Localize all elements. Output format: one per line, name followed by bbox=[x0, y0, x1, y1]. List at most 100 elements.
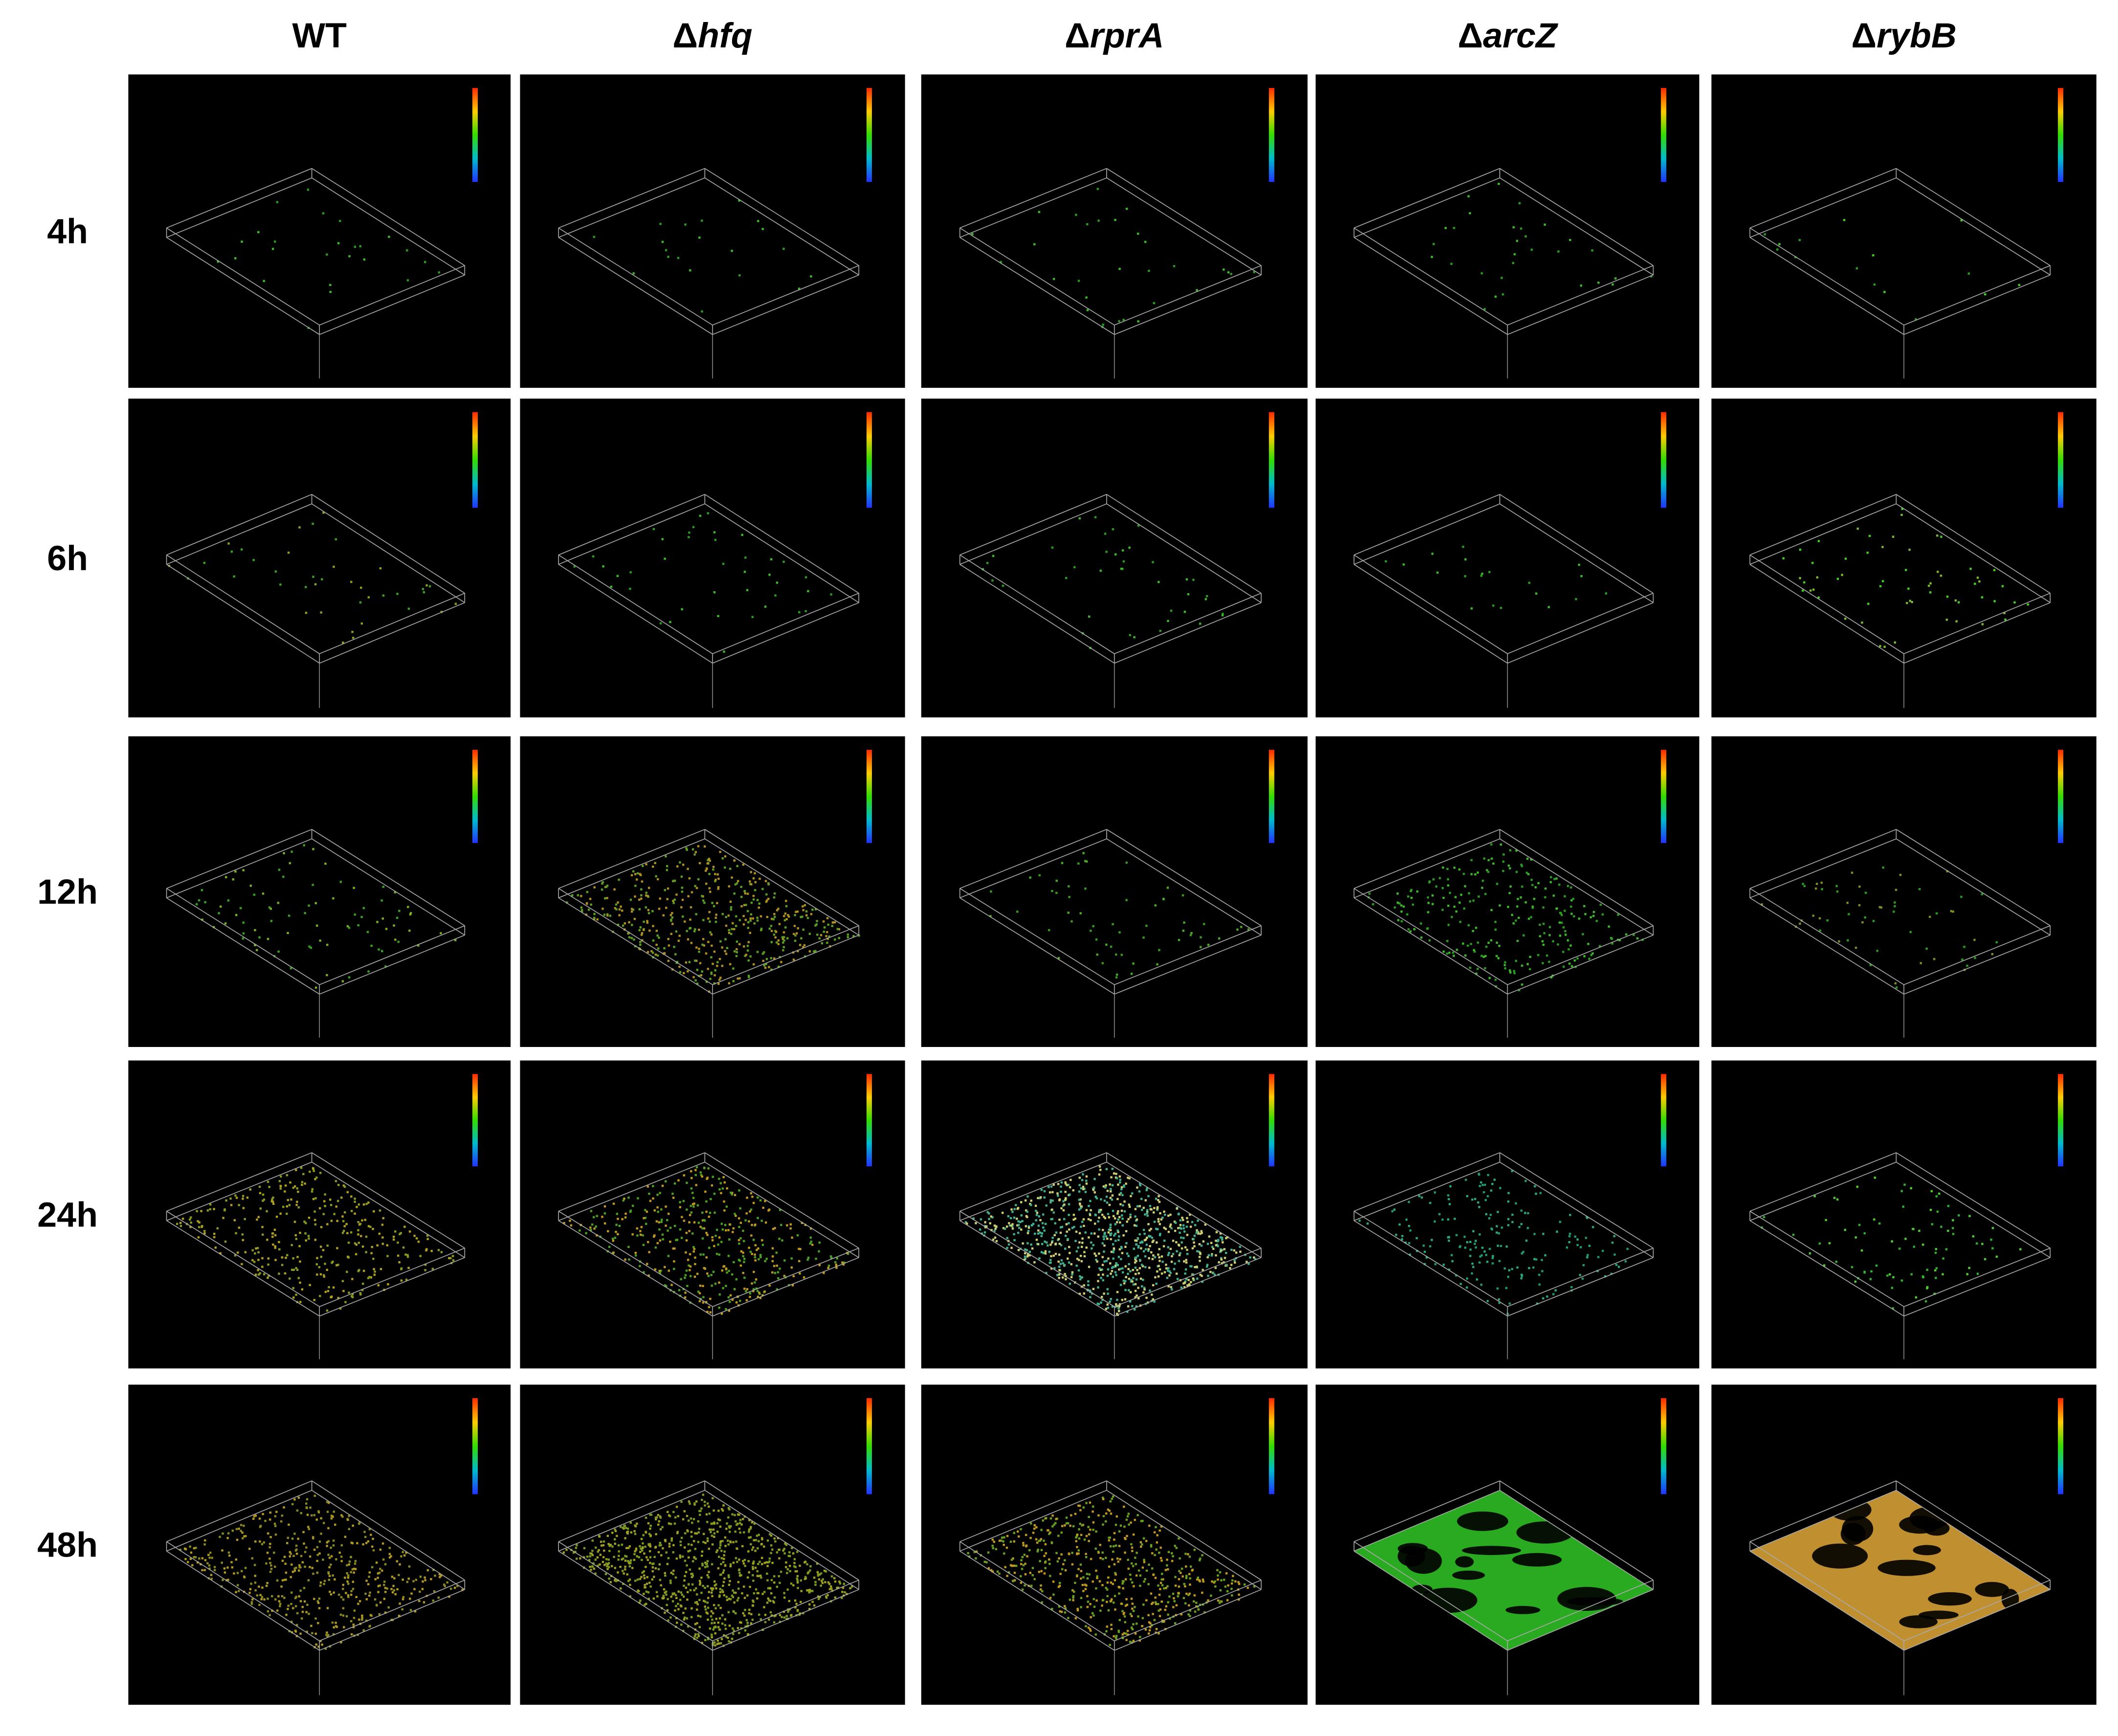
cell-cluster bbox=[626, 1531, 628, 1534]
cell-cluster bbox=[696, 969, 698, 971]
cell-cluster bbox=[712, 1528, 715, 1531]
cell-cluster bbox=[748, 1220, 750, 1223]
cell-cluster bbox=[1537, 954, 1539, 957]
cell-cluster bbox=[777, 1277, 780, 1280]
cell-cluster bbox=[1119, 1179, 1121, 1181]
cell-cluster bbox=[1412, 903, 1414, 906]
cell-cluster bbox=[1230, 1248, 1233, 1251]
box-edge bbox=[1896, 1161, 2051, 1258]
cell-cluster bbox=[708, 1246, 711, 1249]
cell-cluster bbox=[1398, 902, 1401, 905]
cell-cluster bbox=[1173, 1268, 1176, 1270]
cell-cluster bbox=[598, 1536, 601, 1538]
cell-cluster bbox=[218, 912, 220, 914]
cell-cluster bbox=[1123, 1185, 1125, 1188]
cell-cluster bbox=[407, 1578, 410, 1580]
cell-cluster bbox=[1576, 1238, 1579, 1241]
box-edge bbox=[1750, 177, 1896, 238]
cell-cluster bbox=[367, 970, 370, 973]
cell-cluster bbox=[796, 910, 799, 913]
cell-cluster bbox=[1181, 1247, 1183, 1250]
cell-cluster bbox=[1101, 1242, 1104, 1245]
cell-cluster bbox=[378, 1232, 381, 1235]
cell-cluster bbox=[1142, 1228, 1145, 1231]
cell-cluster bbox=[653, 1209, 656, 1212]
cell-cluster bbox=[1192, 1273, 1194, 1276]
cell-cluster bbox=[190, 1221, 192, 1224]
cell-cluster bbox=[372, 1257, 375, 1260]
cell-cluster bbox=[658, 1228, 661, 1231]
cell-cluster bbox=[675, 1557, 678, 1560]
cell-cluster bbox=[1802, 883, 1804, 885]
cell-cluster bbox=[733, 1288, 736, 1291]
cell-cluster bbox=[1061, 862, 1064, 864]
cell-cluster bbox=[793, 933, 795, 935]
cell-cluster bbox=[686, 1514, 689, 1517]
box-edge bbox=[166, 494, 312, 556]
cell-cluster bbox=[805, 910, 808, 913]
cell-cluster bbox=[189, 1226, 192, 1228]
cell-cluster bbox=[1850, 1266, 1853, 1269]
color-bar bbox=[866, 1398, 872, 1494]
cell-cluster bbox=[735, 925, 737, 927]
cell-cluster bbox=[642, 1244, 645, 1246]
cell-cluster bbox=[1174, 1229, 1177, 1232]
cell-cluster bbox=[688, 1221, 691, 1224]
cell-cluster bbox=[1109, 1229, 1112, 1231]
cell-cluster bbox=[1182, 1219, 1184, 1222]
cell-cluster bbox=[710, 1522, 713, 1525]
cell-cluster bbox=[1057, 1260, 1060, 1263]
cell-cluster bbox=[1185, 1261, 1188, 1264]
cell-cluster bbox=[702, 1285, 704, 1287]
cell-cluster bbox=[201, 1557, 204, 1559]
cell-cluster bbox=[792, 1552, 795, 1555]
cell-cluster bbox=[1582, 1277, 1584, 1280]
cell-cluster bbox=[719, 1591, 722, 1594]
cell-cluster bbox=[682, 1518, 685, 1521]
cell-cluster bbox=[1149, 1235, 1152, 1238]
cell-cluster bbox=[724, 866, 726, 869]
cell-cluster bbox=[704, 1504, 706, 1507]
cell-cluster bbox=[838, 937, 841, 939]
cell-cluster bbox=[600, 1540, 602, 1543]
cell-cluster bbox=[773, 1596, 776, 1599]
cell-cluster bbox=[800, 937, 803, 940]
cell-cluster bbox=[257, 1216, 260, 1219]
cell-cluster bbox=[776, 1288, 779, 1291]
cell-cluster bbox=[645, 891, 647, 894]
cell-cluster bbox=[711, 1618, 713, 1621]
cell-cluster bbox=[1117, 1218, 1119, 1221]
cell-cluster bbox=[784, 1542, 786, 1545]
cell-cluster bbox=[1142, 1291, 1145, 1294]
cell-cluster bbox=[295, 1293, 297, 1296]
cell-cluster bbox=[986, 1211, 989, 1214]
cell-cluster bbox=[742, 923, 745, 926]
cell-cluster bbox=[1038, 211, 1041, 213]
cell-cluster bbox=[1850, 871, 1853, 874]
cell-cluster bbox=[1139, 1277, 1142, 1280]
cell-cluster bbox=[1118, 1248, 1121, 1250]
cell-cluster bbox=[652, 528, 655, 531]
cell-cluster bbox=[323, 1580, 326, 1582]
cell-cluster bbox=[738, 943, 741, 946]
cell-cluster bbox=[242, 1207, 245, 1209]
cell-cluster bbox=[1507, 1200, 1510, 1203]
cell-cluster bbox=[282, 875, 285, 878]
cell-cluster bbox=[1610, 1272, 1613, 1275]
cell-cluster bbox=[670, 1539, 673, 1542]
cell-cluster bbox=[328, 1566, 331, 1569]
cell-cluster bbox=[615, 903, 618, 906]
cell-cluster bbox=[683, 1584, 685, 1587]
cell-cluster bbox=[836, 1257, 839, 1260]
box-edge bbox=[1114, 1257, 1262, 1317]
cell-cluster bbox=[1446, 868, 1449, 870]
cell-cluster bbox=[727, 1255, 730, 1257]
cell-cluster bbox=[1106, 1237, 1109, 1240]
cell-cluster bbox=[1450, 1254, 1453, 1256]
cell-cluster bbox=[579, 1229, 581, 1232]
cell-cluster bbox=[1491, 857, 1493, 860]
column-header: ΔrprA bbox=[1065, 16, 1164, 55]
cell-cluster bbox=[702, 899, 705, 902]
cell-cluster bbox=[384, 1587, 387, 1589]
cell-cluster bbox=[792, 1275, 795, 1277]
